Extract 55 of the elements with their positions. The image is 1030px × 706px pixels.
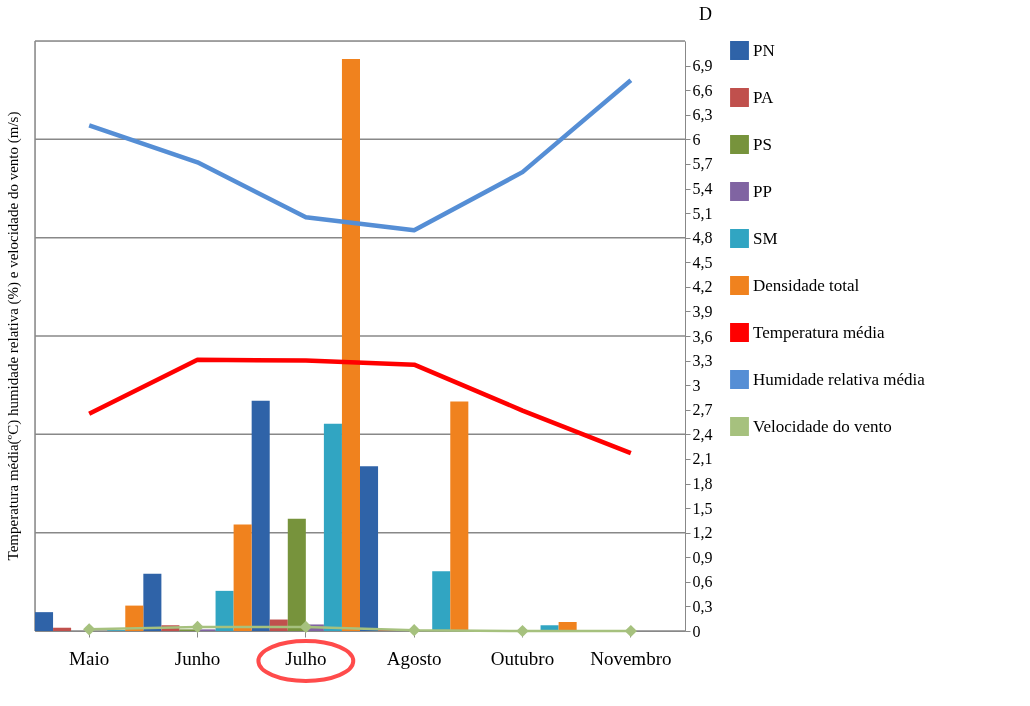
y2-axis-title: D <box>699 3 712 24</box>
line-series <box>86 357 634 456</box>
bar <box>143 573 162 631</box>
x-tick-label: Julho <box>285 647 327 669</box>
legend-label: PP <box>753 181 772 201</box>
y2-tick-label: 0,9 <box>692 548 713 566</box>
y2-tick-label: 3,9 <box>692 302 713 320</box>
bar <box>450 401 469 631</box>
bar <box>432 571 451 631</box>
bar <box>233 524 252 631</box>
y2-tick-label: 0,6 <box>692 573 713 591</box>
y2-tick-label: 1,5 <box>692 499 713 517</box>
y2-tick-label: 1,2 <box>692 524 713 542</box>
bar <box>215 590 234 631</box>
legend-label: Densidade total <box>753 275 860 295</box>
y2-tick-label: 6,9 <box>692 57 713 75</box>
y2-tick-label: 4,5 <box>692 253 713 271</box>
legend-label: PN <box>753 40 775 60</box>
y2-tick-label: 2,4 <box>692 425 713 443</box>
y2-tick-label: 1,8 <box>692 475 713 492</box>
y2-tick-label: 2,1 <box>692 450 713 468</box>
x-tick-label: Junho <box>174 647 221 669</box>
y2-tick-label: 3 <box>692 376 701 394</box>
y2-tick-label: 5,4 <box>692 180 713 197</box>
y2-tick-label: 0,3 <box>692 597 713 615</box>
bar <box>35 612 54 631</box>
bar <box>360 466 379 631</box>
legend-label: PA <box>753 87 774 107</box>
y2-tick-label: 4,8 <box>692 229 713 247</box>
x-tick-label: Outubro <box>490 647 555 669</box>
y2-tick-label: 3,3 <box>692 352 713 370</box>
legend-label: SM <box>753 228 778 248</box>
y2-tick-label: 6 <box>692 130 701 148</box>
y2-tick-label: 5,1 <box>692 204 713 222</box>
y-axis-title: Temperatura média(ºC) humidade relativa (%) e velocidade do vento (m/s) <box>5 111 22 561</box>
x-tick-label: Novembro <box>590 647 672 669</box>
y2-tick-label: 6,3 <box>692 106 713 124</box>
x-tick-label: Maio <box>69 647 110 669</box>
y2-tick-label: 5,7 <box>692 155 713 173</box>
y2-tick-label: 6,6 <box>692 81 713 99</box>
legend-label: Temperatura média <box>753 322 885 342</box>
y2-tick-label: 0 <box>692 622 701 640</box>
bar <box>287 518 306 631</box>
legend-label: Velocidade do vento <box>753 416 892 436</box>
y2-tick-label: 4,2 <box>692 278 713 296</box>
bar <box>53 627 72 631</box>
y2-tick-label: 3,6 <box>692 327 713 345</box>
bar <box>341 59 360 631</box>
line-series <box>86 78 634 233</box>
y2-tick-label: 2,7 <box>692 401 713 419</box>
x-tick-label: Agosto <box>386 647 442 669</box>
legend-label: Humidade relativa média <box>753 369 926 389</box>
bar <box>251 400 270 631</box>
legend-label: PS <box>753 134 772 154</box>
bar <box>323 423 342 631</box>
